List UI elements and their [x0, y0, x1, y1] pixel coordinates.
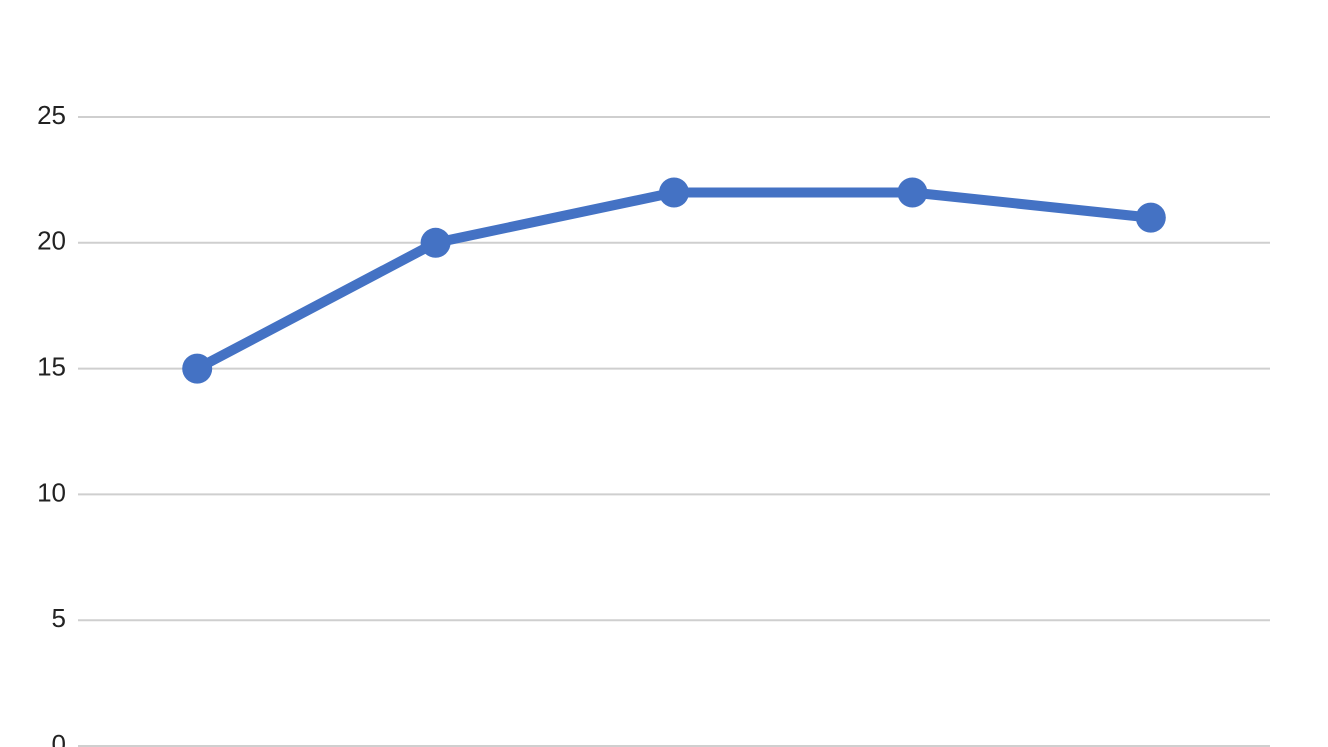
data-point: [182, 353, 213, 384]
data-point: [1135, 202, 1166, 233]
data-point: [420, 227, 451, 258]
y-tick-label: 5: [52, 603, 66, 633]
y-tick-label: 15: [37, 351, 66, 381]
y-tick-label: 25: [37, 100, 66, 130]
y-tick-label: 20: [37, 226, 66, 256]
y-tick-label: 10: [37, 477, 66, 507]
data-point: [897, 177, 928, 208]
data-point: [659, 177, 689, 208]
y-tick-label: 0: [52, 729, 66, 747]
data-line: [194, 187, 1152, 374]
